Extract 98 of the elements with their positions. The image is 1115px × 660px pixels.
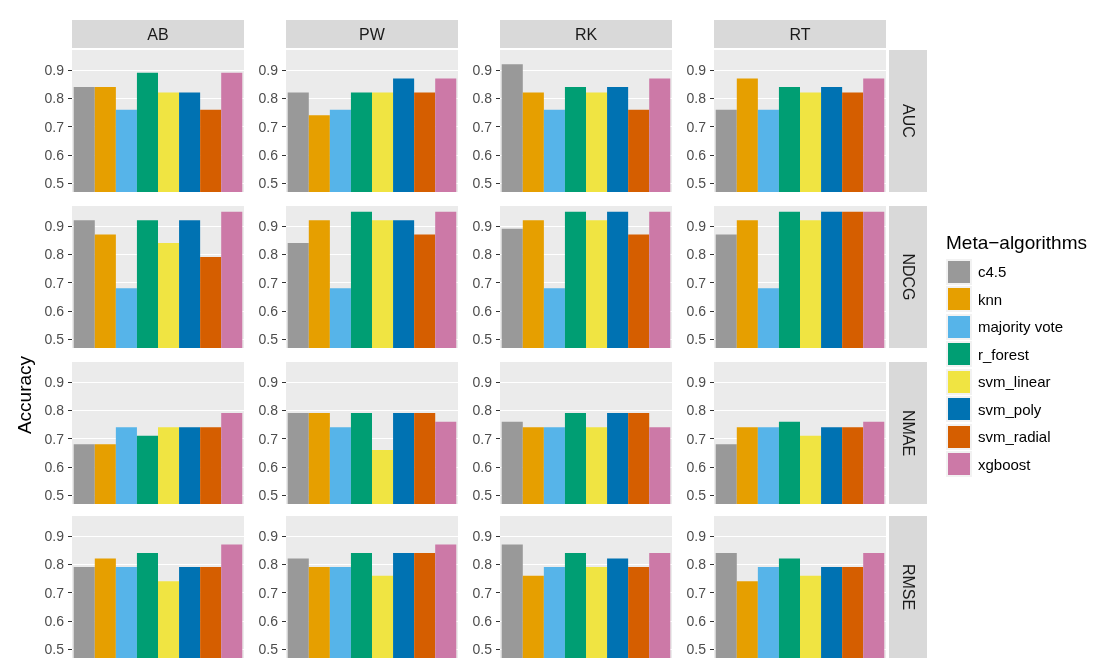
y-tick-label: 0.6 — [472, 147, 493, 164]
legend-label: majority vote — [978, 318, 1064, 336]
y-tick-label: 0.7 — [472, 430, 493, 447]
y-tick-label: 0.9 — [472, 217, 493, 234]
y-tick-label: 0.9 — [472, 527, 493, 544]
y-tick-label: 0.5 — [686, 487, 707, 504]
y-tick-label: 0.7 — [44, 584, 65, 601]
y-tick-label: 0.8 — [472, 402, 493, 419]
y-tick-label: 0.6 — [472, 613, 493, 630]
y-tick-label: 0.6 — [472, 459, 493, 476]
y-tick-label: 0.8 — [44, 246, 65, 263]
y-tick-label: 0.9 — [472, 61, 493, 78]
y-tick-label: 0.7 — [686, 274, 707, 291]
y-tick-label: 0.6 — [44, 147, 65, 164]
y-tick-label: 0.9 — [44, 61, 65, 78]
y-tick-label: 0.9 — [44, 217, 65, 234]
y-tick-label: 0.5 — [472, 487, 493, 504]
y-tick-label: 0.7 — [44, 118, 65, 135]
y-tick-label: 0.8 — [258, 246, 279, 263]
legend-label: knn — [978, 290, 1003, 308]
y-tick-label: 0.5 — [686, 641, 707, 658]
y-tick-label: 0.9 — [44, 373, 65, 390]
y-tick-label: 0.8 — [472, 556, 493, 573]
y-tick-label: 0.5 — [258, 331, 279, 348]
y-tick-label: 0.7 — [472, 584, 493, 601]
y2-axis-title: NMAE — [899, 409, 917, 457]
y-tick-label: 0.7 — [258, 584, 279, 601]
y-tick-label: 0.6 — [258, 147, 279, 164]
y-tick-label: 0.8 — [686, 246, 707, 263]
legend-label: svm_linear — [978, 373, 1051, 391]
y-tick-label: 0.5 — [686, 331, 707, 348]
y-tick-label: 0.5 — [686, 175, 707, 192]
y-tick-label: 0.8 — [686, 556, 707, 573]
legend-title: Meta−algorithms — [946, 232, 1087, 254]
y-tick-label: 0.8 — [472, 90, 493, 107]
y-tick-label: 0.6 — [258, 613, 279, 630]
y-tick-label: 0.7 — [472, 274, 493, 291]
y-tick-label: 0.6 — [686, 459, 707, 476]
y-tick-label: 0.7 — [686, 430, 707, 447]
y-tick-label: 0.5 — [44, 641, 65, 658]
y-tick-label: 0.7 — [258, 274, 279, 291]
y-tick-label: 0.7 — [472, 118, 493, 135]
y-tick-label: 0.6 — [258, 303, 279, 320]
y-tick-label: 0.8 — [686, 402, 707, 419]
y-tick-label: 0.7 — [258, 118, 279, 135]
y-tick-label: 0.8 — [472, 246, 493, 263]
y-tick-label: 0.7 — [686, 584, 707, 601]
y-tick-label: 0.5 — [472, 175, 493, 192]
y2-axis-title: RMSE — [899, 563, 917, 611]
y-tick-label: 0.6 — [686, 613, 707, 630]
y-tick-label: 0.6 — [472, 303, 493, 320]
legend-label: c4.5 — [978, 263, 1007, 281]
legend-label: svm_poly — [978, 400, 1042, 418]
y-tick-label: 0.9 — [258, 373, 279, 390]
y-tick-label: 0.9 — [44, 527, 65, 544]
y2-axis-title: AUC — [899, 104, 917, 138]
y-tick-label: 0.8 — [258, 90, 279, 107]
y-tick-label: 0.5 — [472, 641, 493, 658]
y-tick-label: 0.6 — [44, 303, 65, 320]
y-tick-label: 0.7 — [44, 430, 65, 447]
y-tick-label: 0.9 — [686, 373, 707, 390]
y-tick-label: 0.8 — [44, 402, 65, 419]
y-tick-label: 0.6 — [258, 459, 279, 476]
y-tick-label: 0.5 — [44, 487, 65, 504]
y-tick-label: 0.9 — [258, 61, 279, 78]
y-tick-label: 0.7 — [44, 274, 65, 291]
legend-label: xgboost — [978, 455, 1031, 473]
y-tick-label: 0.6 — [44, 459, 65, 476]
y-tick-label: 0.8 — [44, 90, 65, 107]
legend-label: svm_radial — [978, 428, 1051, 446]
y-tick-label: 0.9 — [258, 527, 279, 544]
y-tick-label: 0.5 — [44, 331, 65, 348]
y-tick-label: 0.6 — [686, 303, 707, 320]
y-tick-label: 0.9 — [258, 217, 279, 234]
y-tick-label: 0.5 — [258, 175, 279, 192]
y-tick-label: 0.8 — [258, 556, 279, 573]
y-tick-label: 0.5 — [472, 331, 493, 348]
chart-title: PW — [359, 25, 386, 43]
y-tick-label: 0.9 — [472, 373, 493, 390]
legend-label: r_forest — [978, 345, 1029, 363]
y-tick-label: 0.5 — [258, 641, 279, 658]
y-tick-label: 0.5 — [258, 487, 279, 504]
y-axis-title: Accuracy — [14, 355, 37, 435]
y-tick-label: 0.9 — [686, 527, 707, 544]
y-tick-label: 0.9 — [686, 61, 707, 78]
y-tick-label: 0.7 — [258, 430, 279, 447]
chart-title: AB — [147, 25, 169, 43]
y-tick-label: 0.8 — [258, 402, 279, 419]
y-tick-label: 0.8 — [686, 90, 707, 107]
y-tick-label: 0.6 — [686, 147, 707, 164]
chart-title: RT — [789, 25, 811, 43]
y-tick-label: 0.7 — [686, 118, 707, 135]
y-tick-label: 0.5 — [44, 175, 65, 192]
y-tick-label: 0.9 — [686, 217, 707, 234]
y-tick-label: 0.6 — [44, 613, 65, 630]
chart-title: RK — [574, 25, 598, 43]
y2-axis-title: NDCG — [899, 253, 917, 301]
y-tick-label: 0.8 — [44, 556, 65, 573]
